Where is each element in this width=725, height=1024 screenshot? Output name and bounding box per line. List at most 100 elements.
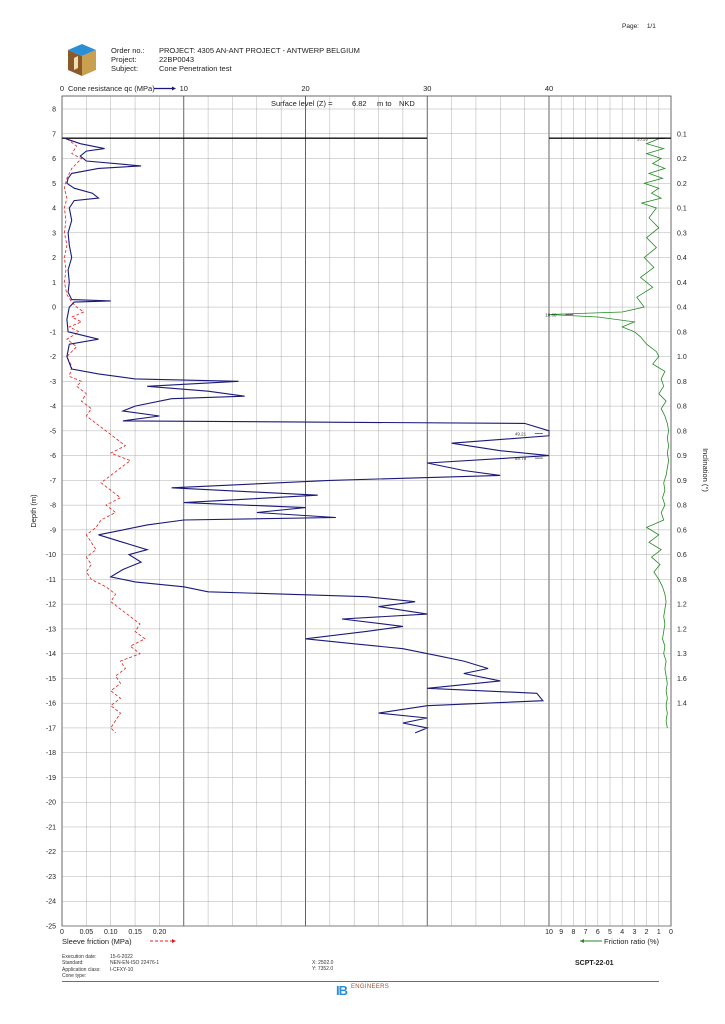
- footer-value-0: 15-6-2022: [110, 954, 133, 960]
- depth-tick-label: -15: [46, 676, 56, 683]
- inclination-label: 0.4: [677, 280, 687, 287]
- inclination-label: 0.8: [677, 379, 687, 386]
- qc-tick-label: 40: [545, 84, 553, 93]
- qc-tick-label: 10: [180, 84, 188, 93]
- depth-tick-label: 4: [52, 206, 56, 213]
- rf-legend-arrow: [580, 939, 584, 943]
- value-annotation: 10.80: [545, 312, 557, 317]
- inclination-label: 1.6: [677, 676, 687, 683]
- depth-tick-label: -18: [46, 750, 56, 757]
- header-values: PROJECT: 4305 AN-ANT PROJECT - ANTWERP B…: [159, 46, 360, 73]
- surface-level-datum: NKD: [399, 99, 415, 108]
- depth-tick-label: 1: [52, 280, 56, 287]
- inclination-label: 0.2: [677, 181, 687, 188]
- inclination-label: 0.6: [677, 552, 687, 559]
- footer-label-1: Standard:: [62, 960, 84, 967]
- surface-level-value: 6.82: [352, 99, 367, 108]
- page-indicator: Page: 1/1: [622, 23, 656, 30]
- depth-tick-label: -6: [50, 453, 56, 460]
- series-line-friction-ratio: [548, 138, 670, 728]
- inclination-label: 1.3: [677, 651, 687, 658]
- depth-tick-label: 7: [52, 131, 56, 138]
- inclination-label: 0.3: [677, 230, 687, 237]
- rf-tick-label: 10: [545, 929, 553, 936]
- depth-tick-label: 2: [52, 255, 56, 262]
- series-line-cone-resistance: [65, 138, 550, 734]
- depth-tick-label: 0: [52, 305, 56, 312]
- inclination-label: 1.0: [677, 354, 687, 361]
- inclination-label: 0.8: [677, 577, 687, 584]
- qc-axis-label: Cone resistance qc (MPa): [68, 84, 155, 93]
- test-id: SCPT-22-01: [575, 960, 614, 967]
- qc-tick-label: 20: [301, 84, 309, 93]
- rf-tick-label: 3: [632, 929, 636, 936]
- rf-tick-label: 6: [596, 929, 600, 936]
- order-label: Order no.:: [111, 46, 145, 55]
- footer-rule: [62, 981, 659, 982]
- y-coordinate: Y: 7352.0: [312, 966, 334, 973]
- depth-tick-label: -9: [50, 527, 56, 534]
- depth-tick-label: -7: [50, 478, 56, 485]
- depth-tick-label: -13: [46, 626, 56, 633]
- inclination-label: 1.2: [677, 626, 687, 633]
- inclination-label: 0.6: [677, 527, 687, 534]
- plot-frame: [61, 95, 672, 927]
- rf-tick-label: 5: [608, 929, 612, 936]
- fs-tick-label: 0.05: [80, 929, 94, 936]
- fs-tick-label: 0: [60, 929, 64, 936]
- footer-field-values: 15-6-2022 NEN-EN-ISO 22476-1 I-CFXY-10: [110, 954, 159, 973]
- rf-tick-label: 8: [571, 929, 575, 936]
- project-label: Project:: [111, 55, 137, 64]
- rf-axis-label: Friction ratio (%): [604, 937, 660, 946]
- value-annotation: 49.21: [515, 431, 527, 436]
- depth-tick-label: 5: [52, 181, 56, 188]
- inclination-label: 0.8: [677, 329, 687, 336]
- depth-tick-label: -5: [50, 428, 56, 435]
- company-logo: [68, 44, 96, 76]
- depth-tick-label: -4: [50, 404, 56, 411]
- depth-tick-label: -12: [46, 602, 56, 609]
- footer-value-1: NEN-EN-ISO 22476-1: [110, 960, 160, 967]
- depth-tick-label: -19: [46, 775, 56, 782]
- rf-tick-label: 1: [657, 929, 661, 936]
- depth-tick-label: -21: [46, 824, 56, 831]
- inclination-label: 0.1: [677, 206, 687, 213]
- depth-tick-label: -10: [46, 552, 56, 559]
- inclination-label: 0.8: [677, 503, 687, 510]
- footer-label-2: Application class:: [62, 966, 101, 973]
- footer-coords: X: 2502.0 Y: 7352.0: [312, 960, 333, 973]
- surface-level-label: Surface level (Z) =: [271, 99, 333, 108]
- inclination-label: 0.4: [677, 255, 687, 262]
- depth-tick-label: -24: [46, 899, 56, 906]
- footer-value-3: I-CFXY-10: [110, 966, 134, 973]
- depth-tick-label: -14: [46, 651, 56, 658]
- project-value: 22BP0043: [159, 55, 195, 64]
- value-annotation: 13.20: [637, 137, 649, 142]
- fs-tick-label: 0.10: [104, 929, 118, 936]
- depth-tick-label: -16: [46, 701, 56, 708]
- depth-tick-label: -3: [50, 379, 56, 386]
- rf-tick-label: 2: [645, 929, 649, 936]
- fs-legend-arrow: [172, 939, 176, 943]
- inclination-label: 0.4: [677, 305, 687, 312]
- ib-logo-icon: IB: [336, 983, 348, 998]
- inclination-label: 0.2: [677, 156, 687, 163]
- header-labels: Order no.: Project: Subject:: [111, 46, 145, 73]
- footer-label-3: Cone type:: [62, 973, 87, 980]
- depth-tick-label: -2: [50, 354, 56, 361]
- footer-field-labels: Execution date: Standard: Application cl…: [62, 954, 101, 980]
- inclination-label: 0.9: [677, 453, 687, 460]
- inclination-label: 0.8: [677, 428, 687, 435]
- rf-tick-label: 9: [559, 929, 563, 936]
- depth-tick-label: -20: [46, 800, 56, 807]
- depth-tick-label: 6: [52, 156, 56, 163]
- depth-tick-label: -11: [46, 577, 56, 584]
- inclination-axis-label: Inclination (°): [701, 448, 710, 492]
- order-value: PROJECT: 4305 AN-ANT PROJECT - ANTWERP B…: [159, 46, 360, 55]
- fs-tick-label: 0.15: [128, 929, 142, 936]
- inclination-label: 0.1: [677, 131, 687, 138]
- inclination-label: 0.9: [677, 478, 687, 485]
- qc-tick-label: 0: [60, 84, 64, 93]
- logo-text: ENGINEERS: [351, 984, 390, 990]
- surface-level-unit: m to: [377, 99, 392, 108]
